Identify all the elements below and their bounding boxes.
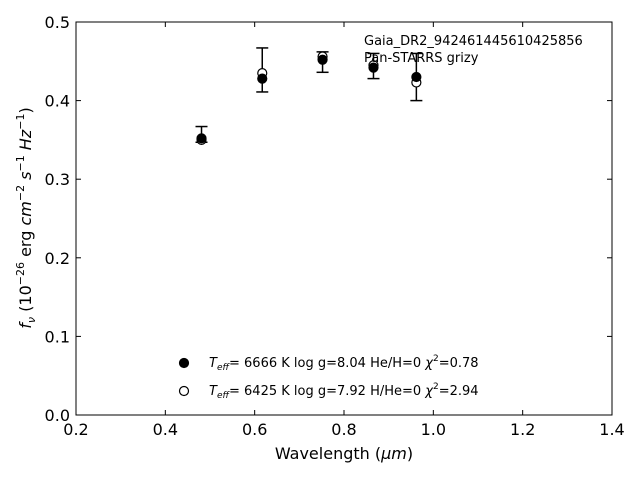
legend-label-filled: Teff= 6666 K log g=8.04 He/H=0 χ2=0.78 [209, 354, 479, 373]
y-tick-label: 0.4 [45, 92, 70, 111]
model-point-filled [317, 54, 328, 65]
x-tick-label: 0.4 [153, 420, 178, 439]
plot-area [195, 47, 423, 145]
model-point-filled [411, 71, 422, 83]
y-tick-label: 0.0 [45, 406, 70, 425]
x-tick-label: 1.4 [599, 420, 624, 439]
model-point-filled [257, 73, 268, 84]
y-tick-label: 0.5 [45, 13, 70, 32]
x-tick-label: 1.2 [510, 420, 535, 439]
y-tick-label: 0.2 [45, 249, 70, 268]
model-point-filled [368, 62, 379, 73]
x-axis: 0.2 0.4 0.6 0.8 1.0 1.2 1.4 [63, 22, 625, 439]
y-tick-label: 0.1 [45, 327, 70, 346]
x-tick-label: 1.0 [421, 420, 446, 439]
y-axis-label: fν (10−26 erg cm−2 s−1 Hz−1) [14, 107, 38, 328]
survey-annotation: Pan-STARRS grizy [364, 51, 479, 66]
legend-marker-filled [178, 357, 190, 369]
y-tick-label: 0.3 [45, 170, 70, 189]
x-tick-label: 0.6 [242, 420, 267, 439]
legend: Teff= 6666 K log g=8.04 He/H=0 χ2=0.78 T… [178, 354, 479, 401]
x-tick-label: 0.8 [331, 420, 356, 439]
legend-label-open: Teff= 6425 K log g=7.92 H/He=0 χ2=2.94 [209, 382, 479, 401]
y-axis: 0.0 0.1 0.2 0.3 0.4 0.5 [45, 13, 612, 425]
legend-marker-open [178, 385, 190, 397]
x-tick-label: 0.2 [63, 420, 88, 439]
x-axis-label: Wavelength (μm) [275, 444, 413, 463]
model-point-filled [196, 133, 207, 144]
star-id-annotation: Gaia_DR2_942461445610425856 [364, 34, 583, 49]
